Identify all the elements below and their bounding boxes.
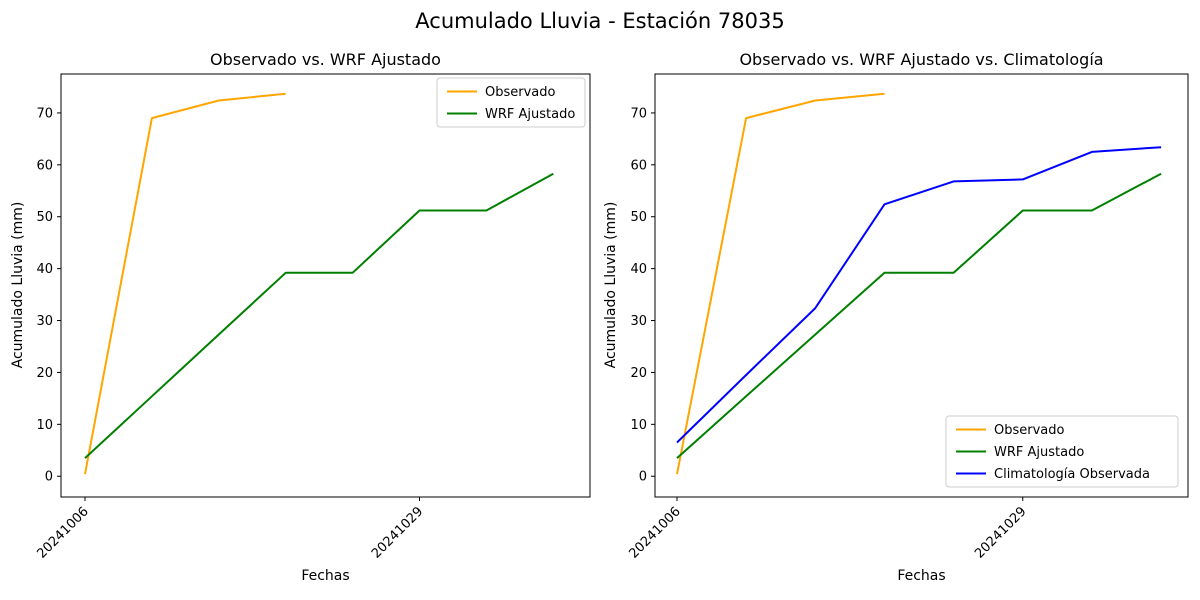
subplot1-x-tick-label: 20241029 xyxy=(369,504,426,561)
subplot1-y-tick-label: 50 xyxy=(36,210,53,225)
subplot2-series-climatolog-a-observada-line xyxy=(676,146,1162,444)
subplot2-y-tick-label: 0 xyxy=(639,470,647,485)
subplot2-y-tick-label: 70 xyxy=(630,106,647,121)
subplot2-y-tick-label: 60 xyxy=(630,158,647,173)
subplot2-y-tick-label: 50 xyxy=(630,210,647,225)
subplot2-y-tick-label: 20 xyxy=(630,366,647,381)
subplot1-legend-box xyxy=(436,77,586,128)
subplot1-legend-label-observado: Observado xyxy=(485,85,556,100)
subplot1-y-tick-label: 0 xyxy=(45,470,53,485)
subplot1-y-tick-label: 30 xyxy=(36,314,53,329)
subplot1-y-tick-label: 20 xyxy=(36,366,53,381)
subplot2-x-tick-label: 20241006 xyxy=(626,504,683,561)
subplot2-axes-frame xyxy=(654,73,1189,498)
subplot2-series-wrf-ajustado-line xyxy=(676,172,1162,459)
subplot1-title: Observado vs. WRF Ajustado xyxy=(210,50,441,69)
subplot2-legend-box xyxy=(945,415,1179,488)
subplot2-legend-label-climatolog-a-observada: Climatología Observada xyxy=(994,467,1150,482)
subplot2-legend-label-observado: Observado xyxy=(994,423,1065,438)
subplot1-series-wrf-ajustado-line xyxy=(84,172,554,459)
subplot2-y-tick-label: 40 xyxy=(630,262,647,277)
subplot2-y-tick-label: 30 xyxy=(630,314,647,329)
subplot2-series-observado-line xyxy=(676,92,885,475)
subplot2-legend-label-wrf-ajustado: WRF Ajustado xyxy=(994,445,1084,460)
figure-title: Acumulado Lluvia - Estación 78035 xyxy=(415,9,785,33)
subplot2-x-axis-label: Fechas xyxy=(897,568,946,584)
subplot1-y-tick-label: 60 xyxy=(36,158,53,173)
subplot1-series-observado-line xyxy=(84,92,286,475)
subplot2-x-tick-label: 20241029 xyxy=(972,504,1029,561)
subplot1-axes-frame xyxy=(60,73,591,498)
subplot2-y-tick-label: 10 xyxy=(630,418,647,433)
subplot1-y-tick-label: 70 xyxy=(36,106,53,121)
subplot1-x-axis-label: Fechas xyxy=(301,568,350,584)
subplot1-y-tick-label: 10 xyxy=(36,418,53,433)
subplot1-legend-label-wrf-ajustado: WRF Ajustado xyxy=(485,107,575,122)
subplot1-y-tick-label: 40 xyxy=(36,262,53,277)
subplot2-title: Observado vs. WRF Ajustado vs. Climatolo… xyxy=(739,50,1104,69)
subplot1-x-tick-label: 20241006 xyxy=(34,504,91,561)
